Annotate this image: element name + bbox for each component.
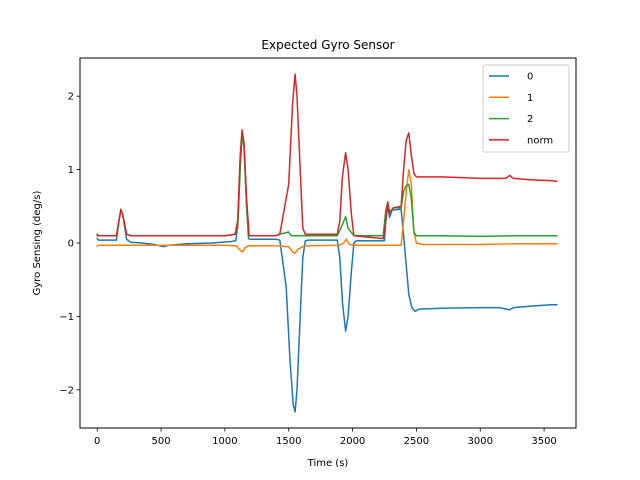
x-tick-label: 2000 — [340, 436, 365, 447]
y-tick-label: −2 — [59, 385, 74, 396]
x-axis-title: Time (s) — [307, 458, 349, 469]
series-line-1 — [96, 168, 558, 255]
legend: 0 1 2 norm — [482, 64, 570, 153]
series-layer — [96, 73, 558, 413]
x-tick-label: 0 — [94, 436, 100, 447]
series-line-0 — [96, 132, 558, 413]
y-tick-label: 1 — [68, 165, 74, 176]
legend-label-1: 1 — [527, 93, 533, 104]
series-line-3 — [96, 73, 558, 240]
x-tick-label: 500 — [152, 436, 171, 447]
x-axis-ticks: 0 500 1000 1500 2000 2500 3000 3500 — [94, 428, 557, 447]
x-tick-label: 3500 — [531, 436, 556, 447]
y-tick-label: −1 — [59, 312, 74, 323]
x-tick-label: 3000 — [468, 436, 493, 447]
y-axis-ticks: −2 −1 0 1 2 — [59, 92, 80, 396]
y-axis-title: Gyro Sensing (deg/s) — [32, 191, 43, 296]
x-tick-label: 1000 — [212, 436, 237, 447]
legend-label-3: norm — [527, 135, 553, 146]
legend-box — [482, 64, 570, 153]
x-tick-label: 1500 — [276, 436, 301, 447]
x-tick-label: 2500 — [404, 436, 429, 447]
y-tick-label: 2 — [68, 92, 74, 103]
legend-label-2: 2 — [527, 114, 533, 125]
chart-title: Expected Gyro Sensor — [261, 38, 394, 52]
y-tick-label: 0 — [68, 239, 74, 250]
legend-label-0: 0 — [527, 72, 533, 83]
